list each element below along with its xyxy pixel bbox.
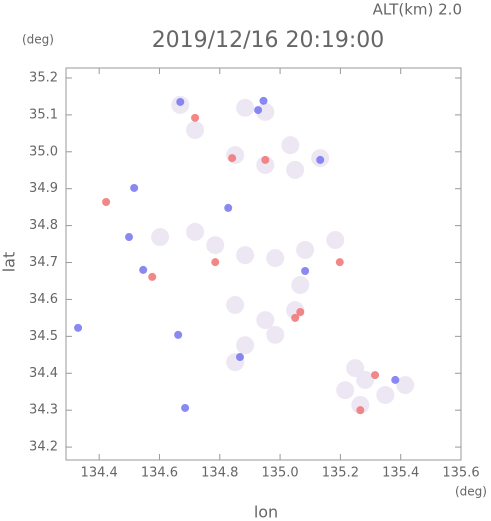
radar-echo [176,97,185,106]
x-tick-label: 135.2 [322,466,359,481]
y-tick-label: 34.6 [29,292,58,307]
radar-echo [335,258,344,267]
radar-echo [181,403,190,412]
plot-frame [65,67,462,461]
radar-echo [281,136,300,155]
radar-echo [226,146,245,165]
y-tick-label: 35.1 [29,107,58,122]
x-tick-label: 134.6 [141,466,178,481]
radar-echo [261,155,270,164]
radar-echo [256,156,275,175]
radar-echo [228,154,237,163]
radar-echo [291,276,310,295]
radar-echo [356,370,375,389]
radar-echo [316,155,325,164]
radar-echo [301,267,310,276]
y-tick-label: 35.2 [29,70,58,85]
radar-echo [254,106,263,115]
chart-title: 2019/12/16 20:19:00 [152,28,385,53]
radar-echo [235,353,244,362]
radar-echo [256,311,275,330]
radar-echo [296,240,315,259]
x-tick-label: 135.4 [382,466,419,481]
y-tick-label: 35.0 [29,144,58,159]
radar-echo [226,295,245,314]
y-tick-label: 34.4 [29,366,58,381]
y-tick-label: 34.7 [29,255,58,270]
radar-echo [266,249,285,268]
radar-echo [351,396,370,415]
radar-echo [356,406,365,415]
x-tick-label: 134.4 [81,466,118,481]
radar-echo [139,265,148,274]
radar-echo [74,323,83,332]
x-tick-label: 135.6 [442,466,479,481]
radar-echo [259,96,268,105]
chart-subtitle: ALT(km) 2.0 [373,1,462,19]
radar-echo [186,222,205,241]
y-tick-label: 34.3 [29,403,58,418]
radar-echo [346,359,365,378]
x-axis-label: lon [254,503,278,521]
radar-echo [211,258,220,267]
radar-echo [371,371,380,380]
y-unit: (deg) [22,33,54,47]
radar-echo [206,236,225,255]
radar-echo [191,113,200,122]
radar-echo [286,160,305,179]
y-tick-label: 34.2 [29,440,58,455]
y-axis-label: lat [0,252,19,273]
radar-echo [148,272,157,281]
radar-echo [266,325,285,344]
radar-echo [296,307,305,316]
radar-echo [326,231,345,250]
x-unit: (deg) [455,485,487,499]
radar-echo [174,330,183,339]
radar-echo [236,98,255,117]
y-tick-label: 34.5 [29,329,58,344]
radar-echo [236,336,255,355]
radar-echo [224,203,233,212]
radar-echo [391,375,400,384]
radar-echo [396,376,415,395]
y-tick-label: 34.9 [29,181,58,196]
y-tick-label: 34.8 [29,218,58,233]
x-tick-label: 134.8 [201,466,238,481]
radar-echo [291,313,300,322]
radar-echo [102,197,111,206]
radar-echo [186,121,205,140]
radar-echo [151,228,170,247]
radar-echo [130,183,139,192]
radar-echo [336,381,355,400]
radar-echo [236,246,255,265]
x-tick-label: 135.0 [261,466,298,481]
radar-echo [376,386,395,405]
radar-echo [125,233,134,242]
